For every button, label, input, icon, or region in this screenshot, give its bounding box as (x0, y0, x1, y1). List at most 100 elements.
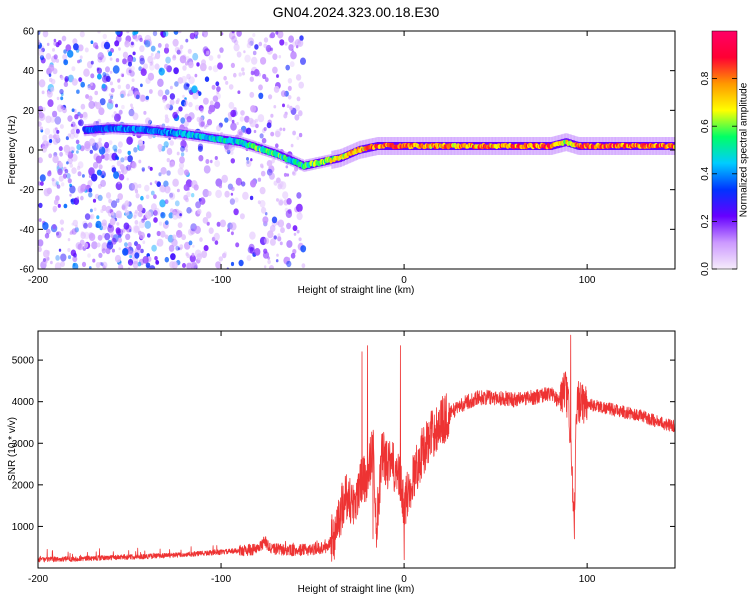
spectrogram-noise-cell (117, 228, 124, 237)
spectrogram-noise-cell (298, 237, 302, 242)
spectrogram-noise-cell (285, 210, 293, 218)
spectrogram-noise-cell (158, 172, 162, 177)
spectrogram-noise-cell (124, 156, 128, 161)
spectrogram-noise-cell (95, 155, 103, 164)
spectrogram-noise-cell (250, 179, 257, 188)
spectrogram-noise-cell (54, 262, 62, 269)
spectrogram-noise-cell (134, 209, 138, 214)
spectrogram-noise-cell (202, 188, 210, 198)
spectrogram-noise-cell (142, 240, 146, 244)
spectrogram-noise-cell (164, 43, 169, 49)
spectrogram-noise-cell (135, 37, 139, 42)
spectrogram-noise-cell (101, 219, 108, 226)
spectrogram-noise-cell (205, 123, 209, 128)
spectrogram-noise-cell (121, 205, 126, 210)
spectrogram-noise-cell (80, 231, 85, 236)
spectrogram-noise-cell (292, 170, 297, 176)
spectrogram-noise-cell (91, 241, 98, 250)
spectrogram-noise-cell (62, 173, 67, 179)
spectrogram-noise-cell (76, 144, 82, 151)
spectrogram-noise-cell (267, 230, 274, 239)
spectrogram-noise-cell (190, 209, 193, 213)
spectrogram-noise-cell (131, 86, 135, 92)
spectrogram-noise-cell (122, 51, 129, 59)
spectrogram-noise-cell (50, 86, 55, 93)
spectrogram-noise-cell (153, 210, 158, 216)
spectrogram-noise-cell (98, 107, 105, 116)
spectrogram-noise-cell (90, 73, 95, 79)
spectrogram-noise-cell (163, 47, 170, 54)
snr-y-tick-label: 1000 (12, 522, 35, 533)
spectrogram-noise-cell (277, 31, 284, 39)
spectrogram-noise-cell (69, 231, 72, 235)
spectrogram-noise-cell (251, 56, 258, 65)
spectrogram-noise-cell (201, 250, 208, 259)
spectrogram-noise-cell (179, 213, 182, 217)
spectrogram-noise-cell (166, 103, 171, 109)
spectrogram-noise-cell (123, 222, 130, 230)
spectrogram-noise-cell (253, 69, 260, 77)
spectrogram-noise-cell (286, 222, 292, 230)
spectrogram-noise-cell (216, 86, 221, 92)
spectrogram-noise-cell (147, 42, 150, 47)
spectrogram-noise-cell (95, 141, 103, 150)
spectrogram-noise-cell (184, 61, 189, 66)
spectrogram-noise-cell (153, 207, 160, 216)
spectrogram-noise-cell (164, 220, 169, 226)
spectrogram-noise-cell (147, 72, 155, 81)
spectrogram-noise-cell (286, 104, 290, 108)
spectrogram-noise-cell (97, 118, 102, 124)
spectrogram-noise-cell (241, 67, 245, 72)
spectrogram-noise-cell (66, 173, 71, 179)
spectrogram-noise-cell (249, 119, 257, 128)
spectrogram-noise-cell (132, 260, 139, 269)
spectrogram-noise-cell (75, 242, 82, 250)
spectrogram-noise-cell (101, 83, 106, 89)
spectrogram-noise-cell (98, 252, 103, 258)
spectrogram-noise-cell (262, 216, 269, 224)
spectrogram-noise-cell (115, 103, 118, 108)
spectrogram-noise-cell (298, 81, 305, 89)
spectrogram-noise-cell (60, 96, 64, 101)
spectrogram-noise-cell (115, 58, 120, 63)
spectrogram-noise-cell (41, 47, 45, 53)
snr-y-label: SNR (10 * v/v) (7, 417, 18, 481)
spectrogram-noise-cell (124, 40, 130, 48)
spectrogram-noise-cell (282, 127, 286, 132)
spectrogram-noise-cell (186, 207, 192, 214)
colorbar-bar (711, 30, 738, 270)
spectrogram-noise-cell (179, 156, 185, 164)
spectrogram-noise-cell (254, 118, 258, 123)
spectrogram-noise-cell (147, 233, 151, 238)
spectrogram-noise-cell (179, 44, 184, 50)
spectrogram-noise-cell (212, 95, 219, 102)
spectrogram-noise-cell (101, 175, 105, 179)
spectrogram-noise-cell (145, 211, 152, 220)
spectrogram-noise-cell (254, 44, 259, 50)
spectrogram-noise-cell (144, 184, 150, 192)
spectrogram-noise-cell (165, 56, 171, 64)
spectrogram-noise-cell (205, 211, 212, 219)
spectrogram-noise-cell (95, 220, 102, 229)
spectrogram-noise-cell (58, 162, 64, 168)
spectrogram-noise-cell (168, 244, 175, 252)
spectrogram-noise-cell (84, 47, 89, 53)
spectrogram-noise-cell (278, 180, 284, 188)
spectrogram-noise-cell (182, 94, 185, 98)
spectrogram-noise-cell (278, 55, 282, 59)
spectrogram-noise-cell (261, 137, 267, 144)
spectrogram-noise-cell (56, 231, 62, 239)
spectrogram-noise-cell (60, 75, 64, 81)
spectrogram-noise-cell (99, 98, 106, 106)
spectrogram-noise-cell (211, 84, 216, 90)
spectrogram-noise-cell (184, 169, 189, 176)
spectrogram-noise-cell (225, 80, 229, 85)
spectrogram-noise-cell (245, 160, 252, 168)
spectrogram-noise-cell (264, 265, 267, 269)
spectrogram-noise-cell (114, 155, 119, 160)
spectrogram-noise-cell (228, 84, 234, 90)
spectrogram-noise-cell (88, 233, 96, 241)
spectrogram-noise-cell (230, 231, 234, 236)
spectrogram-noise-cell (169, 192, 174, 198)
snr-series-line (38, 334, 675, 563)
